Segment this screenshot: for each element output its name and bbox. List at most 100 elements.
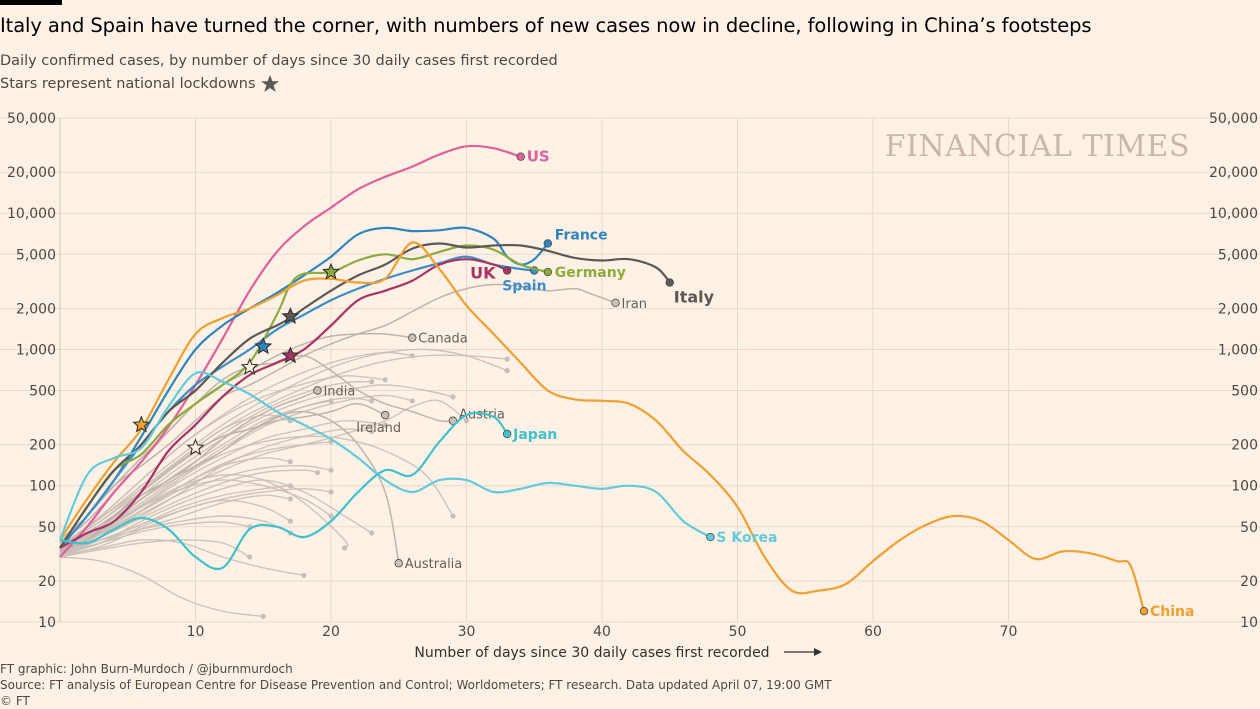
ft-brand-bar — [0, 0, 62, 5]
x-tick-label: 70 — [1000, 624, 1018, 640]
series-end-dot-other — [287, 496, 293, 502]
series-end-dot-other — [504, 367, 510, 374]
y-tick-label-right: 10,000 — [1209, 206, 1258, 222]
lockdown-star-italy — [281, 306, 300, 324]
series-end-dot-other — [314, 469, 321, 476]
series-end-dot-other — [287, 483, 293, 489]
series-line-other — [59, 556, 264, 618]
series-label-us: US — [527, 148, 550, 166]
series-end-dot-other — [369, 379, 375, 385]
series-line-germany — [59, 244, 549, 549]
series-end-dot-other — [382, 377, 388, 383]
lockdown-note: Stars represent national lockdowns — [0, 76, 256, 92]
series-line-other — [59, 399, 467, 553]
y-tick-label-left: 1,000 — [16, 342, 56, 358]
series-end-dot-other — [287, 459, 293, 465]
series-line-other — [59, 457, 291, 554]
series-label-canada: Canada — [418, 332, 467, 347]
y-tick-label-right: 100 — [1231, 479, 1258, 495]
arrow-right-icon-head — [814, 648, 822, 656]
series-line-other — [59, 380, 372, 549]
series-label-germany: Germany — [555, 265, 626, 281]
series-label-iran: Iran — [622, 297, 647, 312]
series-line-china — [59, 241, 1146, 612]
series-label-italy: Italy — [674, 288, 715, 307]
series-end-dot-iran — [611, 298, 620, 308]
lockdown-star-germany — [322, 262, 340, 280]
y-tick-label-right: 50 — [1240, 520, 1258, 536]
y-tick-label-right: 500 — [1231, 384, 1258, 400]
lockdown-star-austria — [186, 438, 205, 456]
x-tick-label: 60 — [864, 624, 882, 640]
series-line-austria — [59, 354, 454, 544]
series-end-dot-s-korea — [706, 532, 715, 542]
series-line-us — [59, 144, 522, 558]
x-tick-label: 10 — [187, 624, 205, 640]
series-end-dot-other — [328, 467, 334, 473]
series-end-dot-us — [516, 152, 525, 161]
series-end-dot-other — [450, 394, 456, 400]
series-end-dot-other — [341, 545, 348, 551]
series-end-dot-other — [247, 554, 253, 560]
series-end-dot-other — [260, 613, 266, 619]
chart-subtitle-lockdowns: Stars represent national lockdowns — [0, 74, 280, 94]
series-end-dot-japan — [502, 429, 512, 439]
series-line-other — [59, 494, 291, 558]
series-end-dot-uk — [502, 266, 512, 275]
series-end-dot-other — [504, 356, 510, 362]
x-tick-label: 30 — [458, 624, 476, 640]
y-tick-label-left: 20 — [38, 574, 56, 590]
series-label-japan: Japan — [512, 427, 557, 443]
series-line-other — [59, 351, 413, 547]
y-tick-label-right: 200 — [1231, 438, 1258, 454]
series-line-france — [59, 226, 549, 549]
lockdown-star-uk — [281, 346, 300, 364]
y-tick-label-right: 50,000 — [1209, 111, 1258, 127]
y-tick-label-left: 10 — [38, 615, 56, 631]
series-end-dot-other — [369, 428, 375, 435]
series-end-dot-austria — [448, 416, 458, 425]
y-tick-label-right: 20 — [1240, 574, 1258, 590]
series-end-dot-other — [382, 422, 388, 428]
x-axis-label: Number of days since 30 daily cases firs… — [414, 645, 769, 660]
series-line-italy — [59, 242, 671, 549]
series-end-dot-other — [369, 398, 375, 404]
y-tick-label-right: 20,000 — [1209, 165, 1258, 181]
x-tick-label: 20 — [322, 624, 340, 640]
y-tick-label-left: 200 — [29, 438, 56, 454]
series-end-dot-other — [450, 513, 456, 519]
series-end-dot-china — [1139, 607, 1149, 616]
y-tick-label-left: 20,000 — [7, 165, 56, 181]
series-line-s-korea — [58, 371, 711, 541]
series-end-dot-other — [287, 518, 293, 524]
series-end-dot-italy — [665, 278, 674, 287]
series-line-iran — [59, 283, 616, 541]
series-label-uk: UK — [470, 263, 496, 282]
series-line-japan — [59, 411, 509, 571]
series-line-other — [59, 394, 413, 553]
lockdown-star-france — [254, 337, 273, 355]
series-end-dot-canada — [408, 333, 417, 342]
series-end-dot-other — [369, 530, 375, 536]
series-label-spain: Spain — [502, 278, 546, 294]
y-tick-label-right: 10 — [1240, 615, 1258, 631]
series-line-ireland — [59, 402, 386, 553]
series-label-india: India — [323, 385, 355, 400]
y-tick-label-right: 2,000 — [1218, 301, 1258, 317]
lockdown-star-spain — [240, 357, 259, 375]
series-end-dot-france — [543, 239, 552, 248]
series-end-dot-australia — [394, 559, 403, 568]
series-end-dot-ireland — [381, 410, 390, 420]
x-tick-label: 40 — [593, 624, 611, 640]
series-label-austria: Austria — [459, 408, 505, 423]
lockdown-star-china — [132, 415, 151, 433]
series-end-dot-germany — [543, 267, 552, 277]
series-end-dot-other — [409, 353, 415, 359]
series-line-other — [59, 539, 251, 558]
line-chart: 10 10 20 20 50 50 100 100 200 200 500 500 1,000 1,000… — [0, 111, 1260, 660]
series-label-australia: Australia — [405, 557, 463, 572]
y-tick-label-left: 50 — [38, 520, 56, 536]
series-end-dot-other — [328, 513, 334, 519]
series-line-other — [59, 354, 508, 549]
footer-copyright: © FT — [0, 694, 30, 708]
